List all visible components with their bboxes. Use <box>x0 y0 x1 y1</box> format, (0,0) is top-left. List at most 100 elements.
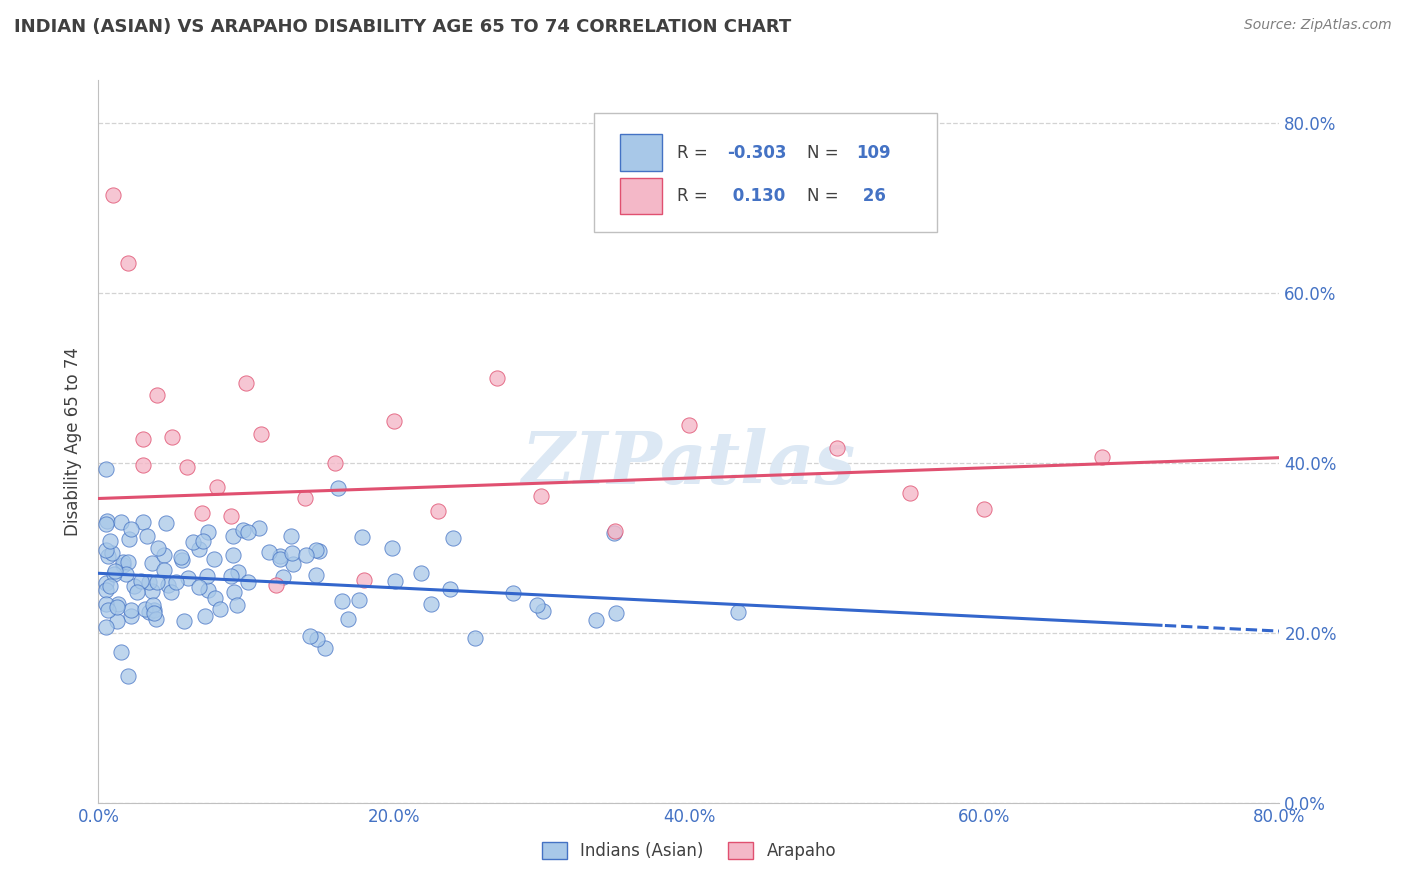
FancyBboxPatch shape <box>595 112 936 232</box>
Point <box>219 569 242 583</box>
Point <box>585 613 607 627</box>
Point <box>191 507 214 521</box>
Point <box>136 529 159 543</box>
Point <box>94 516 117 531</box>
Point <box>347 592 370 607</box>
Text: Source: ZipAtlas.com: Source: ZipAtlas.com <box>1244 18 1392 32</box>
Point <box>298 629 321 643</box>
Point <box>250 427 273 442</box>
Point <box>330 594 353 608</box>
Point <box>105 600 128 615</box>
FancyBboxPatch shape <box>620 135 662 170</box>
Point <box>110 515 132 529</box>
Point <box>305 543 328 558</box>
Point <box>187 580 209 594</box>
Point <box>326 481 349 495</box>
Point <box>173 615 195 629</box>
Point <box>134 602 156 616</box>
Text: N =: N = <box>807 144 844 161</box>
Point <box>115 567 138 582</box>
Point <box>441 531 464 545</box>
Point <box>464 632 486 646</box>
Point <box>280 529 302 543</box>
Point <box>193 534 215 549</box>
Point <box>247 521 270 535</box>
Point <box>825 441 848 455</box>
Point <box>336 612 359 626</box>
Point <box>103 188 125 202</box>
Point <box>155 516 177 530</box>
Point <box>160 584 183 599</box>
Point <box>264 578 287 592</box>
Point <box>384 574 406 588</box>
Point <box>146 388 169 402</box>
Point <box>202 551 225 566</box>
Point <box>146 541 169 555</box>
Point <box>117 555 139 569</box>
Point <box>195 568 218 582</box>
Point <box>107 597 129 611</box>
Point <box>117 533 139 547</box>
Legend: Indians (Asian), Arapaho: Indians (Asian), Arapaho <box>534 835 844 867</box>
Point <box>486 371 509 385</box>
Point <box>138 605 160 619</box>
Point <box>96 514 118 528</box>
Point <box>98 579 121 593</box>
Point <box>194 609 217 624</box>
Point <box>502 586 524 600</box>
Point <box>101 546 124 560</box>
Point <box>352 531 374 545</box>
Point <box>120 522 142 536</box>
Point <box>221 509 243 524</box>
Point <box>177 571 200 585</box>
Text: R =: R = <box>678 187 713 205</box>
Point <box>145 612 167 626</box>
Point <box>153 563 176 577</box>
Point <box>209 601 232 615</box>
Point <box>678 418 700 433</box>
Text: INDIAN (ASIAN) VS ARAPAHO DISABILITY AGE 65 TO 74 CORRELATION CHART: INDIAN (ASIAN) VS ARAPAHO DISABILITY AGE… <box>14 18 792 36</box>
Point <box>294 491 316 506</box>
Point <box>125 585 148 599</box>
Point <box>94 543 117 558</box>
Point <box>188 541 211 556</box>
Point <box>120 603 142 617</box>
Point <box>530 489 553 503</box>
Point <box>170 553 193 567</box>
Point <box>531 604 554 618</box>
Text: 26: 26 <box>856 187 886 205</box>
Point <box>1091 450 1114 464</box>
Point <box>145 575 167 590</box>
Point <box>222 528 245 542</box>
Point <box>97 603 120 617</box>
Point <box>117 256 139 270</box>
Point <box>727 606 749 620</box>
Point <box>141 556 163 570</box>
Point <box>152 548 174 562</box>
Point <box>197 525 219 540</box>
Point <box>94 597 117 611</box>
Point <box>117 669 139 683</box>
Point <box>94 620 117 634</box>
Point <box>603 526 626 541</box>
Point <box>170 549 193 564</box>
Point <box>427 504 450 518</box>
Point <box>98 534 121 549</box>
Point <box>439 582 461 596</box>
Point <box>112 556 135 570</box>
Point <box>271 570 294 584</box>
Point <box>181 535 204 549</box>
Point <box>305 632 328 646</box>
Point <box>295 548 318 562</box>
Point <box>142 602 165 616</box>
Point <box>138 575 160 590</box>
Point <box>226 565 249 579</box>
Point <box>132 432 155 446</box>
Point <box>131 515 153 529</box>
Point <box>156 578 179 592</box>
Point <box>103 567 125 582</box>
Point <box>232 523 254 537</box>
Point <box>197 582 219 597</box>
Point <box>605 524 627 538</box>
Point <box>104 564 127 578</box>
